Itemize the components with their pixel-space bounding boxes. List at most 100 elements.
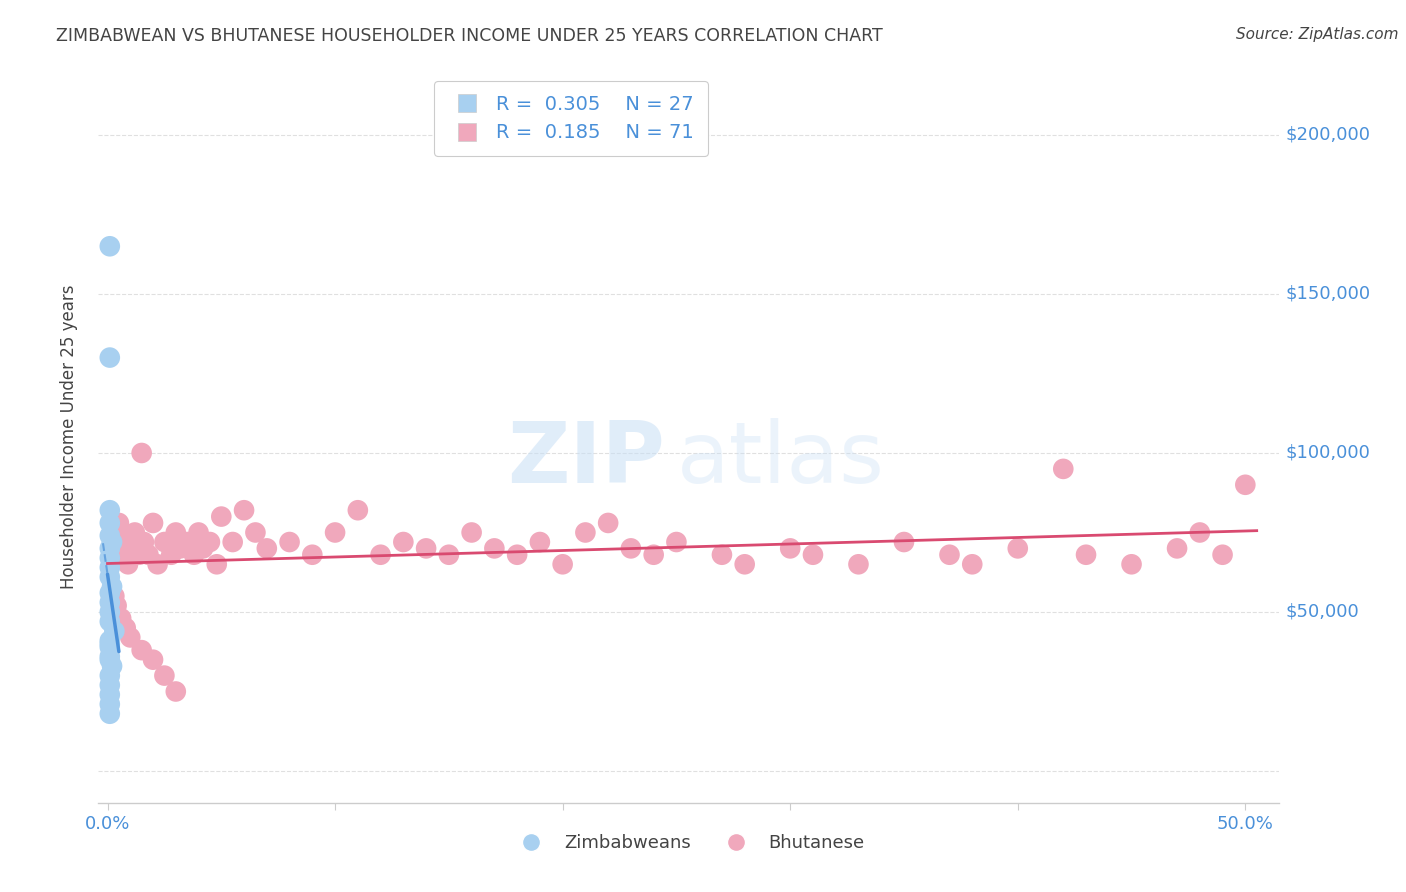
- Point: [146, 558, 169, 572]
- Point: [347, 503, 370, 517]
- Point: [484, 541, 506, 556]
- Point: [460, 525, 482, 540]
- Point: [103, 589, 125, 603]
- Point: [98, 668, 121, 682]
- Point: [245, 525, 267, 540]
- Point: [101, 659, 124, 673]
- Point: [98, 649, 121, 664]
- Point: [209, 509, 232, 524]
- Point: [98, 595, 121, 609]
- Point: [1007, 541, 1029, 556]
- Point: [183, 548, 205, 562]
- Point: [169, 541, 191, 556]
- Text: $50,000: $50,000: [1285, 603, 1360, 621]
- Point: [98, 633, 121, 648]
- Point: [551, 558, 574, 572]
- Point: [98, 560, 121, 574]
- Point: [101, 535, 124, 549]
- Point: [98, 706, 121, 721]
- Point: [734, 558, 756, 572]
- Point: [205, 558, 228, 572]
- Point: [1188, 525, 1211, 540]
- Text: $100,000: $100,000: [1285, 444, 1371, 462]
- Point: [98, 615, 121, 629]
- Point: [198, 535, 221, 549]
- Point: [938, 548, 960, 562]
- Point: [153, 535, 176, 549]
- Point: [779, 541, 801, 556]
- Point: [893, 535, 915, 549]
- Point: [153, 668, 176, 682]
- Point: [392, 535, 415, 549]
- Point: [98, 637, 121, 651]
- Point: [529, 535, 551, 549]
- Point: [1121, 558, 1143, 572]
- Point: [160, 548, 183, 562]
- Point: [437, 548, 460, 562]
- Point: [176, 535, 198, 549]
- Point: [142, 653, 165, 667]
- Text: atlas: atlas: [678, 417, 886, 500]
- Point: [1074, 548, 1097, 562]
- Point: [98, 239, 121, 253]
- Point: [506, 548, 529, 562]
- Point: [165, 684, 187, 698]
- Point: [98, 640, 121, 654]
- Point: [138, 548, 160, 562]
- Text: ZIMBABWEAN VS BHUTANESE HOUSEHOLDER INCOME UNDER 25 YEARS CORRELATION CHART: ZIMBABWEAN VS BHUTANESE HOUSEHOLDER INCO…: [56, 27, 883, 45]
- Point: [98, 586, 121, 600]
- Point: [120, 631, 142, 645]
- Point: [124, 525, 146, 540]
- Point: [233, 503, 256, 517]
- Point: [962, 558, 984, 572]
- Point: [98, 678, 121, 692]
- Point: [1234, 477, 1257, 491]
- Point: [98, 541, 121, 556]
- Point: [848, 558, 870, 572]
- Point: [98, 688, 121, 702]
- Point: [370, 548, 392, 562]
- Point: [98, 653, 121, 667]
- Point: [101, 580, 124, 594]
- Point: [801, 548, 824, 562]
- Point: [110, 525, 132, 540]
- Point: [131, 446, 153, 460]
- Point: [191, 541, 214, 556]
- Point: [710, 548, 733, 562]
- Legend: Zimbabweans, Bhutanese: Zimbabweans, Bhutanese: [506, 827, 872, 860]
- Point: [98, 570, 121, 584]
- Point: [110, 611, 132, 625]
- Point: [120, 541, 142, 556]
- Point: [132, 535, 155, 549]
- Point: [105, 599, 128, 613]
- Point: [415, 541, 437, 556]
- Text: Source: ZipAtlas.com: Source: ZipAtlas.com: [1236, 27, 1399, 42]
- Point: [165, 525, 187, 540]
- Text: $200,000: $200,000: [1285, 126, 1371, 144]
- Point: [98, 697, 121, 711]
- Point: [103, 624, 125, 638]
- Point: [98, 503, 121, 517]
- Point: [278, 535, 301, 549]
- Point: [131, 643, 153, 657]
- Y-axis label: Householder Income Under 25 years: Householder Income Under 25 years: [59, 285, 77, 590]
- Point: [665, 535, 688, 549]
- Text: $150,000: $150,000: [1285, 285, 1371, 303]
- Point: [142, 516, 165, 530]
- Point: [221, 535, 243, 549]
- Point: [98, 550, 121, 565]
- Point: [1166, 541, 1188, 556]
- Point: [187, 525, 209, 540]
- Point: [643, 548, 665, 562]
- Point: [323, 525, 346, 540]
- Point: [574, 525, 596, 540]
- Point: [301, 548, 323, 562]
- Point: [98, 529, 121, 543]
- Point: [1212, 548, 1234, 562]
- Point: [620, 541, 643, 556]
- Point: [1052, 462, 1074, 476]
- Point: [114, 621, 136, 635]
- Point: [128, 548, 150, 562]
- Point: [98, 351, 121, 365]
- Point: [117, 558, 139, 572]
